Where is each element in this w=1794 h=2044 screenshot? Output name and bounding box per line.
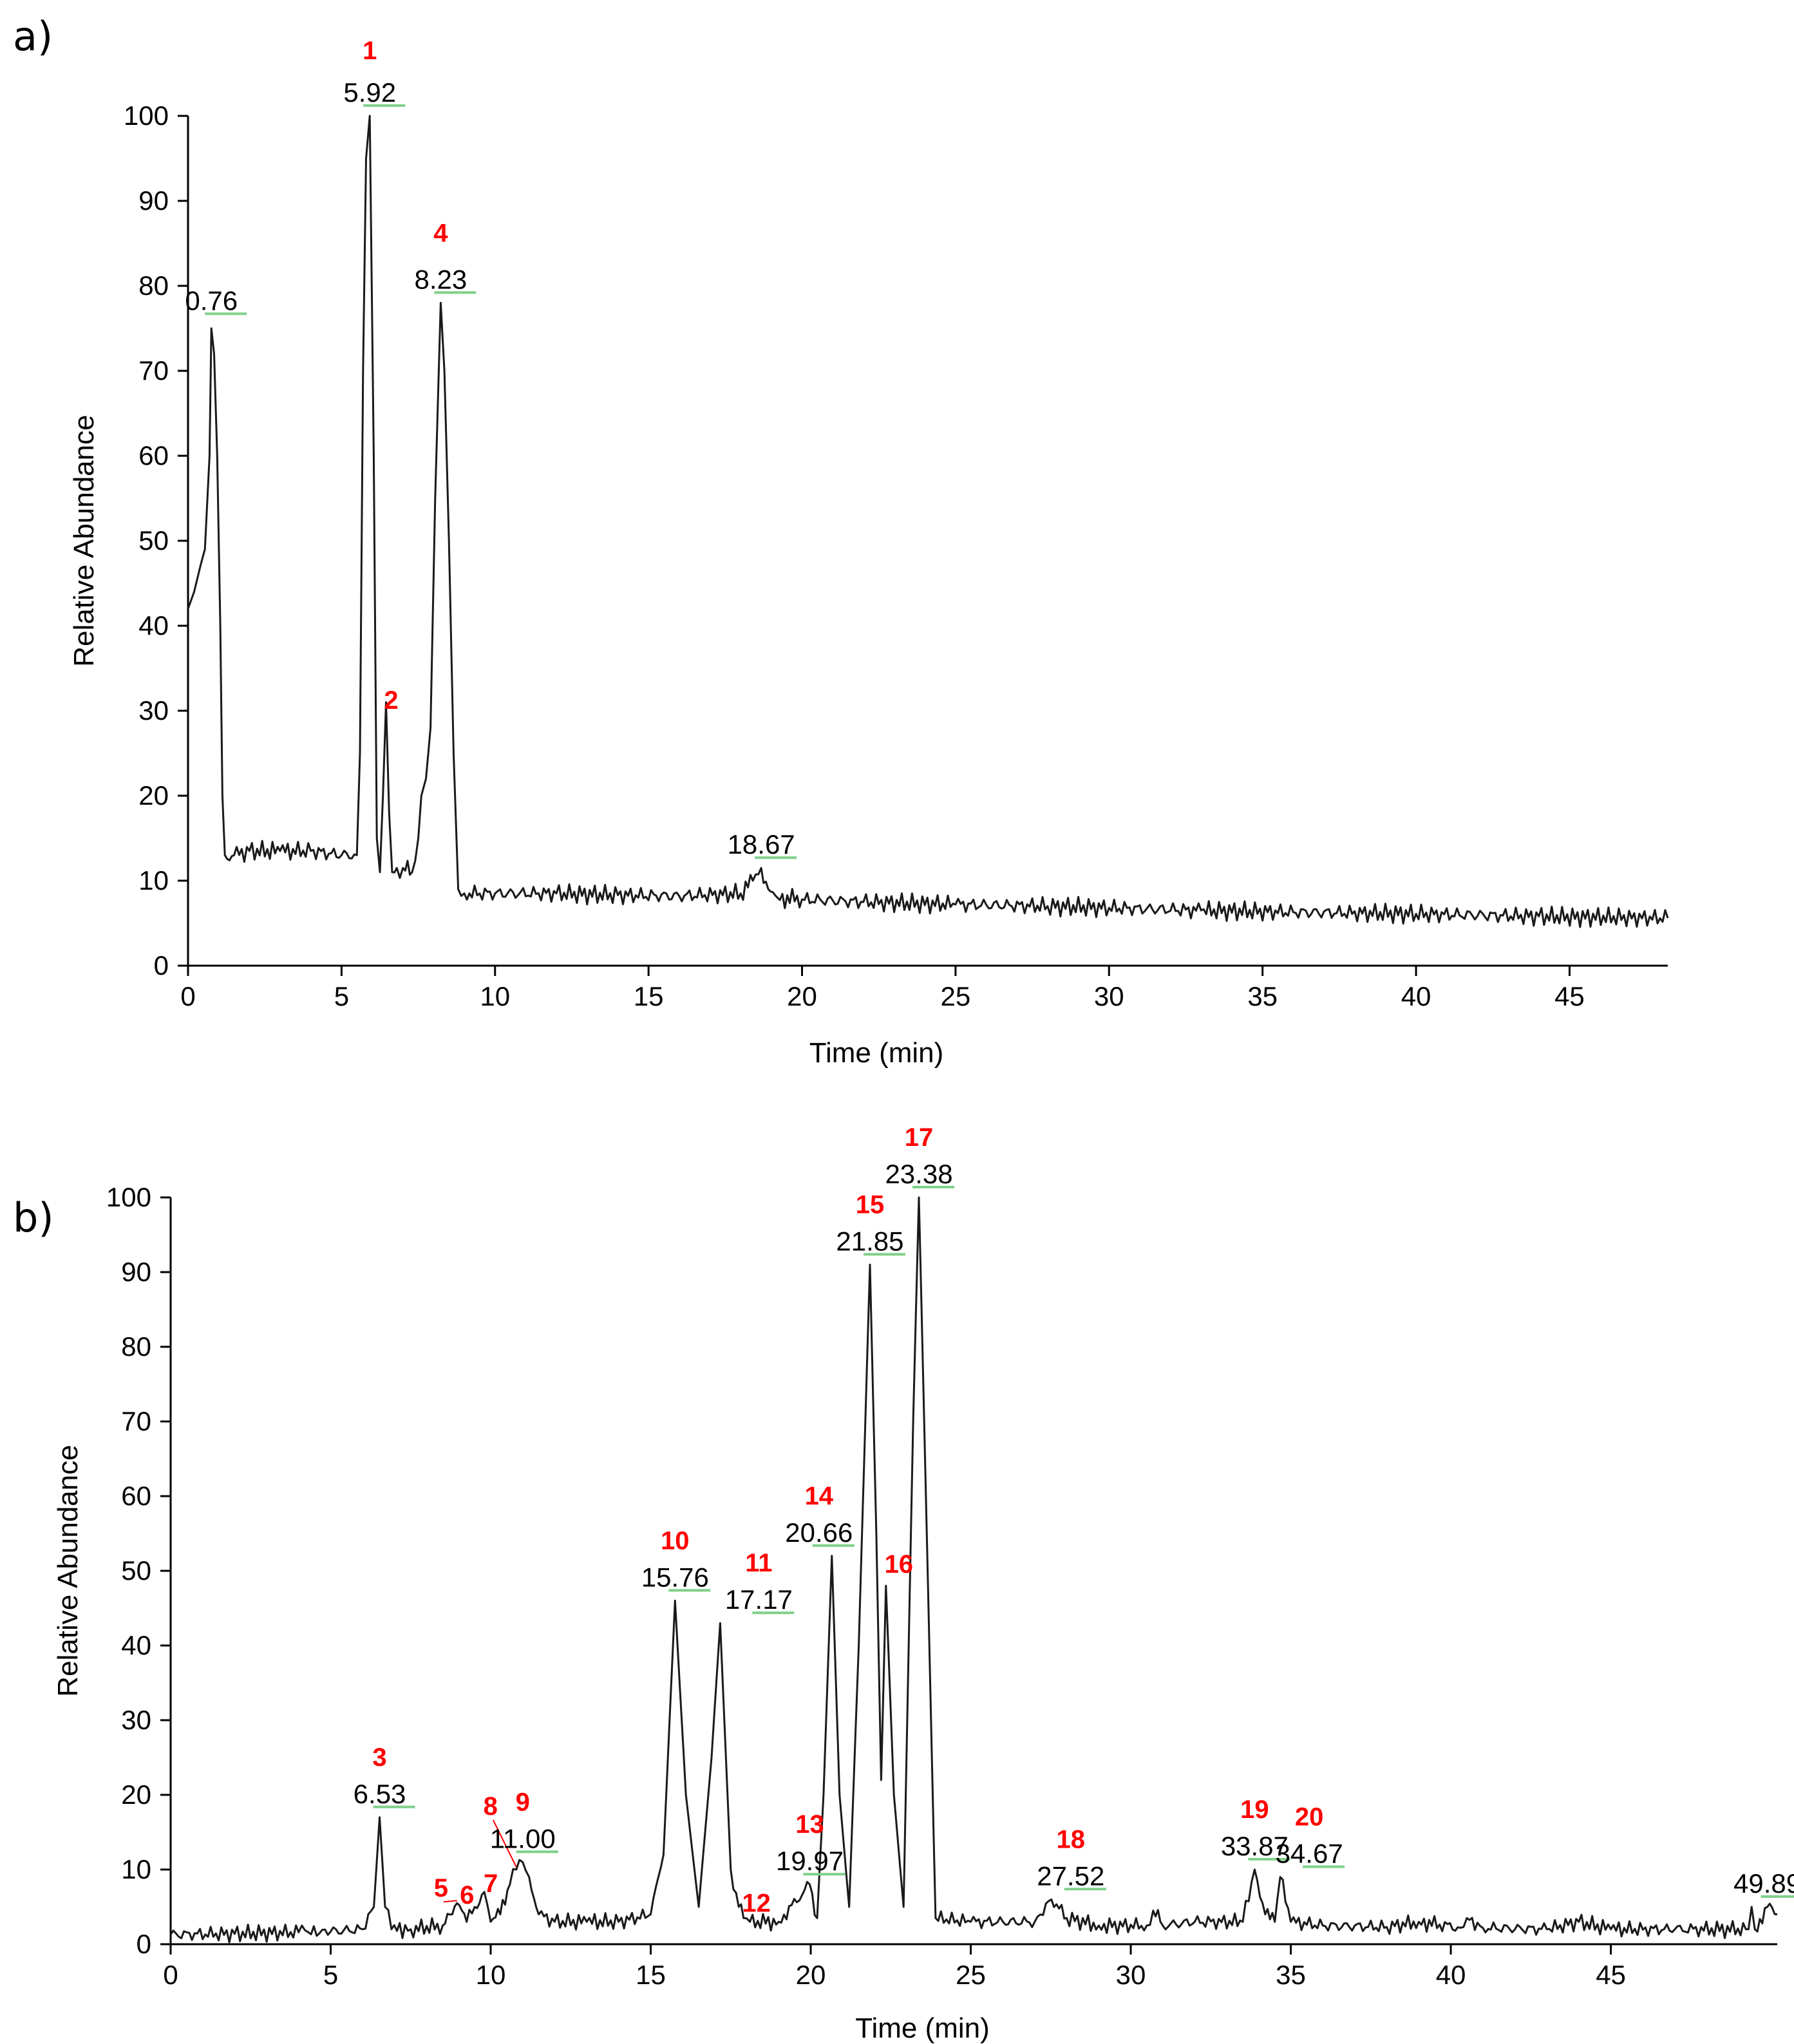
peak-rt-label: 5.92 (343, 77, 396, 108)
x-tick-label-a: 5 (334, 981, 349, 1011)
peak-id-label: 3 (372, 1743, 386, 1772)
peak-id-label: 9 (516, 1788, 530, 1816)
y-axis-label-b: Relative Abundance (52, 1445, 84, 1696)
y-tick-label-b: 40 (121, 1630, 151, 1660)
x-tick-label-b: 30 (1116, 1960, 1146, 1990)
peak-id-label: 10 (661, 1526, 690, 1555)
x-tick-label-a: 0 (180, 981, 195, 1011)
y-tick-label-a: 90 (138, 185, 169, 216)
x-tick-label-b: 25 (956, 1960, 986, 1990)
y-tick-label-a: 70 (138, 355, 169, 386)
y-axis-label-a: Relative Abundance (68, 415, 100, 666)
x-tick-label-a: 10 (480, 981, 510, 1011)
x-tick-label-a: 25 (941, 981, 971, 1011)
y-tick-label-a: 60 (138, 440, 169, 471)
peak-id-label: 15 (856, 1190, 885, 1219)
peak-rt-label: 18.67 (728, 829, 795, 859)
x-tick-label-b: 40 (1436, 1960, 1466, 1990)
y-tick-label-a: 20 (138, 780, 169, 811)
panel-b-label: b) (13, 1194, 54, 1241)
x-tick-label-b: 35 (1276, 1960, 1306, 1990)
peak-rt-label: 34.67 (1276, 1839, 1343, 1869)
y-tick-label-a: 80 (138, 270, 169, 301)
peak-id-label: 18 (1057, 1825, 1086, 1853)
peak-rt-label: 49.89 (1733, 1868, 1794, 1899)
y-tick-label-a: 50 (138, 525, 169, 556)
x-axis-label-b: Time (min) (855, 2012, 990, 2044)
x-axis-label-a: Time (min) (809, 1037, 944, 1069)
peak-id-label: 4 (433, 219, 448, 247)
series-line-b (169, 1196, 1778, 1944)
x-tick-label-a: 45 (1554, 981, 1585, 1011)
peak-rt-label: 27.52 (1037, 1861, 1104, 1891)
y-tick-label-b: 0 (137, 1929, 151, 1959)
x-tick-label-b: 0 (163, 1960, 178, 1990)
peak-rt-label: 6.53 (354, 1779, 406, 1809)
y-tick-label-a: 40 (138, 610, 169, 641)
peak-id-label: 6 (460, 1881, 474, 1909)
peak-id-label: 7 (484, 1870, 498, 1898)
peak-id-label: 8 (484, 1792, 498, 1821)
y-tick-label-b: 80 (121, 1331, 151, 1362)
series-line-a (187, 115, 1669, 928)
y-tick-label-a: 10 (138, 865, 169, 895)
peak-id-label: 1 (363, 37, 377, 65)
y-tick-label-b: 10 (121, 1854, 151, 1884)
peak-id-label: 11 (745, 1549, 772, 1577)
peak-rt-label: 17.17 (725, 1584, 793, 1615)
peak-id-label: 17 (905, 1123, 934, 1152)
y-tick-label-a: 0 (154, 950, 169, 980)
peak-rt-label: 21.85 (836, 1226, 903, 1256)
panel-a-label: a) (13, 13, 53, 60)
chart-a: 0 5 10 15 20 25 30 35 40 45 0 10 20 30 40 50 60 70 80 90 100… (68, 37, 1669, 1069)
y-tick-label-b: 30 (121, 1705, 151, 1735)
x-tick-label-b: 5 (323, 1960, 338, 1990)
y-tick-label-b: 70 (121, 1406, 151, 1436)
x-tick-label-a: 35 (1247, 981, 1278, 1011)
y-tick-label-a: 30 (138, 695, 169, 726)
peak-id-label: 19 (1240, 1796, 1269, 1824)
x-tick-label-a: 30 (1094, 981, 1124, 1011)
peak-id-label: 2 (384, 686, 398, 715)
y-tick-label-b: 60 (121, 1481, 151, 1511)
peak-rt-label: 0.76 (185, 285, 238, 315)
peak-rt-label: 19.97 (776, 1846, 844, 1876)
peak-rt-label: 33.87 (1221, 1831, 1289, 1861)
y-tick-label-b: 90 (121, 1257, 151, 1287)
x-tick-label-a: 40 (1401, 981, 1431, 1011)
x-tick-label-a: 15 (634, 981, 664, 1011)
y-tick-label-b: 100 (106, 1182, 151, 1212)
peak-id-label: 12 (742, 1889, 771, 1917)
x-tick-label-b: 20 (796, 1960, 826, 1990)
peak-rt-label: 11.00 (490, 1823, 556, 1853)
peak-id-label: 16 (885, 1550, 914, 1579)
peak-id-label: 20 (1295, 1803, 1324, 1832)
peak-leader-line (492, 1819, 517, 1868)
x-tick-label-a: 20 (787, 981, 817, 1011)
peak-rt-label: 15.76 (641, 1562, 709, 1592)
peak-id-label: 13 (795, 1810, 824, 1839)
x-tick-label-b: 15 (636, 1960, 666, 1990)
peak-leader-line (443, 1900, 457, 1903)
x-tick-label-b: 10 (476, 1960, 506, 1990)
x-tick-label-b: 45 (1596, 1960, 1626, 1990)
y-tick-label-b: 20 (121, 1779, 151, 1810)
peak-id-label: 5 (434, 1874, 448, 1902)
peak-id-label: 14 (805, 1482, 834, 1510)
peak-rt-label: 20.66 (785, 1517, 853, 1548)
y-tick-label-a: 100 (124, 100, 169, 131)
peak-rt-label: 8.23 (415, 264, 467, 294)
peak-rt-label: 23.38 (885, 1159, 952, 1189)
y-tick-label-b: 50 (121, 1555, 151, 1586)
